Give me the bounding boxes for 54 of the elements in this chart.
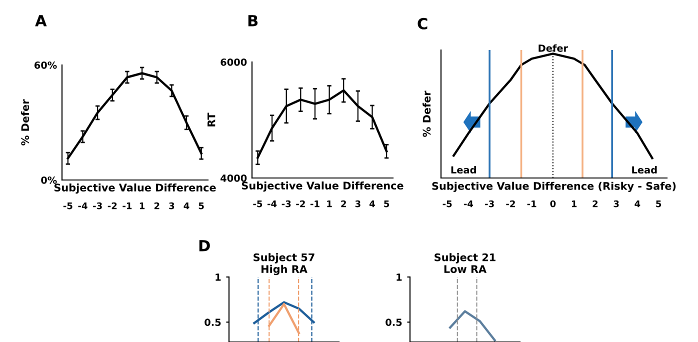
chart-title: B bbox=[248, 15, 258, 26]
x-tick-label: -3 bbox=[93, 202, 102, 210]
x-tick-label: 2 bbox=[154, 202, 160, 210]
x-tick-label: -1 bbox=[122, 202, 132, 210]
y-tick-label: 6000 bbox=[220, 58, 247, 66]
y-tick-label: 4000 bbox=[220, 174, 247, 182]
x-tick-label: 3 bbox=[614, 200, 619, 208]
y-tick-label: 60% bbox=[34, 61, 57, 69]
x-tick-label: 5 bbox=[198, 202, 204, 210]
chart-title: C bbox=[418, 18, 428, 30]
x-tick-label: -3 bbox=[282, 200, 291, 208]
x-tick-label: -2 bbox=[506, 200, 515, 208]
chart-title: Subject 21 Low RA bbox=[434, 253, 496, 273]
x-tick-label: 4 bbox=[634, 200, 640, 208]
x-tick-label: -4 bbox=[268, 200, 277, 208]
x-tick-label: -1 bbox=[527, 200, 536, 208]
chart-title: Subject 57 High RA bbox=[254, 253, 314, 276]
x-tick-label: -1 bbox=[310, 200, 320, 208]
y-axis-title: RT bbox=[208, 112, 216, 126]
line-series bbox=[66, 72, 202, 160]
x-tick-label: 3 bbox=[169, 202, 174, 210]
x-tick-label: 5 bbox=[656, 200, 662, 208]
x-tick-label: 5 bbox=[384, 200, 390, 208]
x-tick-label: -5 bbox=[253, 200, 262, 208]
x-axis-title: Subjective Value Difference bbox=[242, 181, 404, 192]
x-tick-label: -5 bbox=[442, 200, 452, 208]
x-tick-label: 1 bbox=[327, 200, 332, 208]
y-tick-label: 0% bbox=[41, 176, 57, 184]
x-tick-label: 1 bbox=[572, 200, 577, 208]
x-tick-label: -3 bbox=[485, 200, 494, 208]
annotation: Defer bbox=[538, 44, 568, 52]
x-tick-label: -4 bbox=[464, 200, 474, 208]
x-tick-label: 2 bbox=[341, 200, 346, 208]
x-tick-label: 2 bbox=[592, 200, 598, 208]
text: D bbox=[199, 240, 210, 252]
annotation: Lead bbox=[451, 166, 476, 174]
y-tick-label: 0.5 bbox=[204, 318, 221, 326]
x-tick-label: -2 bbox=[108, 202, 117, 210]
x-tick-label: 4 bbox=[370, 200, 375, 208]
x-tick-label: -5 bbox=[63, 202, 72, 210]
x-tick-label: -2 bbox=[296, 200, 305, 208]
x-tick-label: 4 bbox=[184, 202, 190, 210]
x-tick-label: -4 bbox=[78, 202, 88, 210]
x-tick-label: 0 bbox=[550, 200, 556, 208]
x-tick-label: 1 bbox=[140, 202, 145, 210]
x-axis-title: Subjective Value Difference bbox=[54, 183, 216, 194]
annotation: Lead bbox=[632, 166, 657, 174]
x-axis-title: Subjective Value Difference (Risky - Safe) bbox=[432, 182, 676, 192]
line-series bbox=[449, 310, 496, 342]
y-axis-title: % Defer bbox=[422, 90, 431, 137]
chart-title: A bbox=[35, 15, 47, 26]
x-tick-label: 3 bbox=[355, 200, 360, 208]
y-tick-label: 0.5 bbox=[386, 318, 402, 326]
y-axis-title: % Defer bbox=[21, 99, 30, 146]
